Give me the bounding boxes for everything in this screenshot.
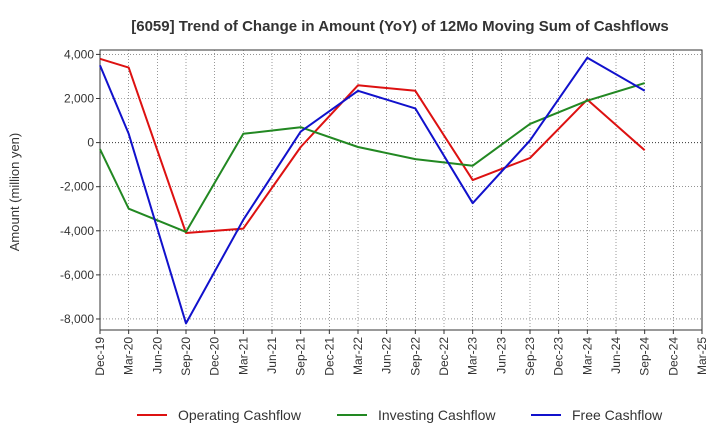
legend: Operating Cashflow Investing Cashflow Free… xyxy=(137,407,663,423)
y-tick-layer: 4,000 2,000 0 -2,000 -4,000 -6,000 -8,000 xyxy=(60,47,100,326)
y-tick-label: 4,000 xyxy=(64,47,94,61)
x-tick-label: Sep-23 xyxy=(523,337,537,376)
operating-cashflow-legend-label: Operating Cashflow xyxy=(178,407,302,423)
x-tick-label: Jun-23 xyxy=(494,337,508,374)
x-tick-label: Sep-21 xyxy=(294,337,308,376)
x-tick-label: Mar-25 xyxy=(695,337,709,375)
y-tick-label: -2,000 xyxy=(60,180,94,194)
x-tick-layer: Dec-19 Mar-20 Jun-20 Sep-20 Dec-20 Mar-21 Jun-… xyxy=(93,330,709,376)
x-tick-label: Sep-20 xyxy=(179,337,193,376)
series-layer xyxy=(99,56,646,325)
x-tick-label: Jun-21 xyxy=(265,337,279,374)
x-tick-label: Dec-21 xyxy=(322,337,336,376)
free-cashflow-line xyxy=(99,56,646,325)
x-tick-label: Mar-20 xyxy=(122,337,136,375)
x-tick-label: Mar-22 xyxy=(351,337,365,375)
investing-cashflow-legend-label: Investing Cashflow xyxy=(378,407,496,423)
x-tick-label: Mar-24 xyxy=(580,337,594,375)
investing-cashflow-line xyxy=(99,82,645,233)
x-tick-label: Sep-24 xyxy=(638,337,652,376)
x-tick-label: Jun-20 xyxy=(150,337,164,374)
x-tick-label: Jun-22 xyxy=(380,337,394,374)
y-axis-label: Amount (million yen) xyxy=(7,133,22,252)
x-tick-label: Mar-21 xyxy=(236,337,250,375)
x-tick-label: Dec-24 xyxy=(666,337,680,376)
x-tick-label: Dec-23 xyxy=(552,337,566,376)
chart-title: [6059] Trend of Change in Amount (YoY) o… xyxy=(131,18,669,35)
x-tick-label: Dec-19 xyxy=(93,337,107,376)
y-tick-label: -8,000 xyxy=(60,312,94,326)
x-tick-label: Jun-24 xyxy=(609,337,623,374)
x-tick-label: Mar-23 xyxy=(466,337,480,375)
free-cashflow-legend-label: Free Cashflow xyxy=(572,407,663,423)
x-tick-label: Dec-20 xyxy=(208,337,222,376)
plot-frame xyxy=(99,49,703,331)
y-tick-label: -4,000 xyxy=(60,224,94,238)
y-tick-label: 2,000 xyxy=(64,92,94,106)
x-tick-label: Sep-22 xyxy=(408,337,422,376)
y-tick-label: -6,000 xyxy=(60,268,94,282)
grid-layer xyxy=(99,49,703,331)
x-tick-label: Dec-22 xyxy=(437,337,451,376)
y-tick-label: 0 xyxy=(87,136,94,150)
operating-cashflow-line xyxy=(99,57,646,234)
